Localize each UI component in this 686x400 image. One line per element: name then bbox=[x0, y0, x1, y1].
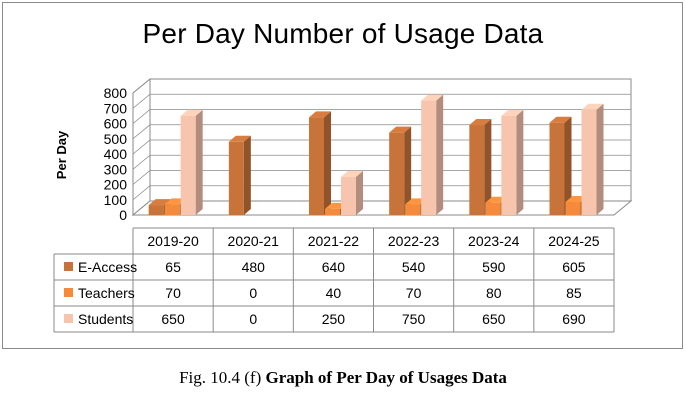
gridline bbox=[132, 93, 631, 109]
bar-side bbox=[484, 119, 492, 215]
y-tick-label: 100 bbox=[104, 192, 128, 208]
data-label: 590 bbox=[482, 259, 506, 275]
bar-top bbox=[421, 94, 444, 101]
bar-e-access bbox=[148, 205, 164, 215]
data-label: 80 bbox=[486, 285, 502, 301]
bar-side bbox=[564, 116, 572, 215]
category-label: 2023-24 bbox=[468, 233, 520, 249]
bar-side bbox=[436, 94, 444, 215]
bar-top bbox=[469, 119, 492, 126]
data-label: 65 bbox=[165, 259, 181, 275]
bar-top bbox=[389, 126, 412, 133]
legend-swatch bbox=[64, 314, 73, 323]
data-label: 40 bbox=[326, 285, 342, 301]
category-label: 2022-23 bbox=[388, 233, 440, 249]
bar-side bbox=[596, 103, 604, 215]
data-label: 640 bbox=[322, 259, 346, 275]
legend-swatch bbox=[64, 288, 73, 297]
bar-side bbox=[404, 126, 412, 215]
data-label: 85 bbox=[566, 285, 582, 301]
legend-label: Teachers bbox=[78, 285, 135, 301]
data-label: 480 bbox=[242, 259, 266, 275]
bar-students bbox=[341, 176, 357, 215]
y-tick-label: 300 bbox=[104, 161, 128, 177]
bar-side bbox=[195, 109, 203, 215]
data-label: 650 bbox=[482, 311, 506, 327]
bar-side bbox=[324, 111, 332, 215]
category-label: 2019-20 bbox=[147, 233, 199, 249]
caption-prefix: Fig. 10.4 (f) bbox=[179, 368, 262, 387]
legend-label: Students bbox=[78, 311, 133, 327]
bar-teachers bbox=[485, 202, 501, 215]
data-label: 70 bbox=[165, 285, 181, 301]
y-tick-label: 0 bbox=[119, 207, 127, 223]
bar-top bbox=[581, 103, 604, 110]
legend-swatch bbox=[64, 262, 73, 271]
y-axis-label: Per Day bbox=[54, 130, 69, 179]
figure-caption: Fig. 10.4 (f) Graph of Per Day of Usages… bbox=[0, 368, 686, 388]
bar-side bbox=[356, 170, 364, 215]
bar-top bbox=[341, 170, 364, 177]
bar-top bbox=[148, 199, 171, 206]
bar-e-access bbox=[469, 125, 485, 215]
bar-side bbox=[516, 109, 524, 215]
bar-top bbox=[549, 116, 572, 123]
category-label: 2020-21 bbox=[228, 233, 280, 249]
bar-students bbox=[501, 115, 517, 215]
gridline bbox=[132, 109, 631, 124]
bar-top bbox=[228, 135, 251, 142]
category-label: 2024-25 bbox=[548, 233, 600, 249]
y-tick-label: 800 bbox=[104, 85, 128, 101]
y-tick-label: 400 bbox=[104, 146, 128, 162]
bar-top bbox=[180, 109, 203, 116]
data-label: 750 bbox=[402, 311, 426, 327]
category-label: 2021-22 bbox=[308, 233, 360, 249]
y-tick-label: 200 bbox=[104, 177, 128, 193]
data-label: 0 bbox=[249, 311, 257, 327]
legend-label: E-Access bbox=[78, 259, 137, 275]
bar-e-access bbox=[228, 141, 244, 215]
bar-students bbox=[581, 109, 597, 215]
data-label: 70 bbox=[406, 285, 422, 301]
bar-top bbox=[501, 109, 524, 116]
data-label: 690 bbox=[562, 311, 586, 327]
y-tick-label: 700 bbox=[104, 100, 128, 116]
data-label: 250 bbox=[322, 311, 346, 327]
data-label: 605 bbox=[562, 259, 586, 275]
bar-side bbox=[243, 135, 251, 215]
bar-e-access bbox=[549, 122, 565, 215]
bar-students bbox=[421, 100, 437, 215]
y-tick-label: 600 bbox=[104, 116, 128, 132]
data-label: 0 bbox=[249, 285, 257, 301]
bar-teachers bbox=[325, 208, 341, 215]
bar-top bbox=[309, 111, 332, 118]
bar-teachers bbox=[164, 204, 180, 215]
bar-teachers bbox=[565, 202, 581, 215]
bar-e-access bbox=[309, 117, 325, 215]
bar-students bbox=[180, 115, 196, 215]
gridline bbox=[132, 78, 631, 94]
caption-text: Graph of Per Day of Usages Data bbox=[265, 368, 507, 387]
y-tick-label: 500 bbox=[104, 131, 128, 147]
bar-e-access bbox=[389, 132, 405, 215]
bar-teachers bbox=[405, 204, 421, 215]
chart-title: Per Day Number of Usage Data bbox=[142, 18, 544, 49]
data-label: 650 bbox=[161, 311, 185, 327]
data-label: 540 bbox=[402, 259, 426, 275]
